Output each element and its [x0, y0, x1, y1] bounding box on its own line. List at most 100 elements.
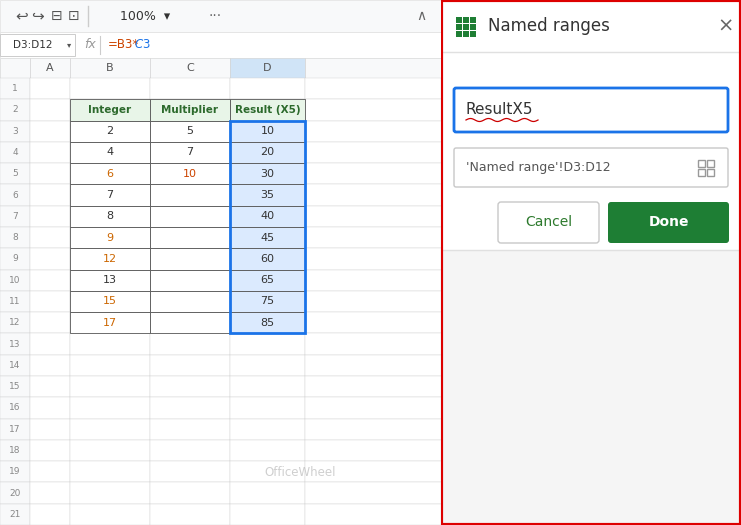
Bar [230, 121, 305, 142]
Text: ResultX5: ResultX5 [466, 102, 534, 118]
Bar [150, 227, 230, 248]
Bar [0, 99, 30, 121]
Bar [305, 291, 441, 312]
Bar [0, 397, 30, 418]
Bar [305, 121, 441, 142]
Text: Multiplier: Multiplier [162, 105, 219, 115]
Bar [70, 184, 150, 206]
Bar [70, 78, 150, 99]
Bar [0, 482, 30, 503]
Bar [70, 418, 150, 440]
Bar [70, 227, 150, 248]
Bar [0, 58, 30, 78]
Bar [305, 397, 441, 418]
Text: 10: 10 [261, 126, 274, 136]
Bar [150, 355, 230, 376]
FancyBboxPatch shape [454, 148, 728, 187]
Text: 65: 65 [261, 275, 274, 285]
Bar [230, 482, 305, 503]
Bar [305, 503, 441, 525]
Bar [0, 34, 75, 56]
Bar [305, 440, 441, 461]
Text: 19: 19 [9, 467, 21, 476]
Text: 4: 4 [107, 148, 113, 158]
Bar [698, 160, 705, 166]
Bar [305, 269, 441, 291]
Bar [70, 482, 150, 503]
Text: =B3*: =B3* [108, 38, 139, 51]
Bar [0, 184, 30, 206]
Bar [0, 503, 30, 525]
Bar [150, 78, 230, 99]
Bar [150, 248, 230, 269]
Text: 6: 6 [12, 191, 18, 200]
Text: Cancel: Cancel [525, 215, 572, 229]
Bar [150, 269, 230, 291]
Bar [30, 184, 70, 206]
Bar [0, 291, 30, 312]
Bar [150, 99, 230, 121]
Text: 17: 17 [103, 318, 117, 328]
Bar [70, 376, 150, 397]
Bar [150, 418, 230, 440]
Bar [0, 376, 30, 397]
Bar [230, 99, 305, 121]
Bar [70, 461, 150, 482]
Bar [150, 312, 230, 333]
Bar [305, 227, 441, 248]
Text: 40: 40 [260, 212, 275, 222]
Bar [150, 58, 230, 78]
Text: 12: 12 [10, 318, 21, 327]
Bar [70, 99, 150, 121]
Bar [150, 397, 230, 418]
Bar [230, 121, 305, 333]
Bar [305, 163, 441, 184]
Bar [150, 269, 230, 291]
Bar [30, 248, 70, 269]
FancyBboxPatch shape [454, 88, 728, 132]
Text: Done: Done [648, 215, 688, 229]
Text: ▾: ▾ [67, 40, 71, 49]
Bar [30, 121, 70, 142]
Bar [0, 418, 30, 440]
Bar [305, 376, 441, 397]
Bar [70, 269, 150, 291]
Text: 7: 7 [12, 212, 18, 221]
Text: 30: 30 [261, 169, 274, 179]
Text: A: A [46, 63, 54, 73]
Bar [150, 461, 230, 482]
Bar [150, 184, 230, 206]
Text: 21: 21 [10, 510, 21, 519]
Bar [305, 355, 441, 376]
Text: 5: 5 [187, 126, 193, 136]
Bar [305, 142, 441, 163]
Bar [0, 355, 30, 376]
Bar [0, 206, 30, 227]
Text: OfficeWheel: OfficeWheel [264, 466, 336, 479]
Text: 9: 9 [107, 233, 113, 243]
Text: ···: ··· [208, 9, 222, 23]
Text: 17: 17 [9, 425, 21, 434]
Text: 35: 35 [261, 190, 274, 200]
Bar [0, 32, 441, 58]
Bar [305, 248, 441, 269]
Text: $C$3: $C$3 [134, 38, 150, 51]
Bar [150, 312, 230, 333]
Bar [70, 291, 150, 312]
Text: Named ranges: Named ranges [488, 17, 610, 35]
Bar [230, 312, 305, 333]
Bar [30, 58, 70, 78]
Bar [230, 99, 305, 121]
Text: 10: 10 [9, 276, 21, 285]
Bar [70, 503, 150, 525]
Bar [230, 227, 305, 248]
Bar [0, 269, 30, 291]
Text: ∧: ∧ [416, 9, 426, 23]
Bar [30, 206, 70, 227]
Bar [305, 78, 441, 99]
Bar [150, 482, 230, 503]
Bar [305, 184, 441, 206]
Bar [230, 78, 305, 99]
Bar [70, 142, 150, 163]
Bar [0, 58, 441, 78]
